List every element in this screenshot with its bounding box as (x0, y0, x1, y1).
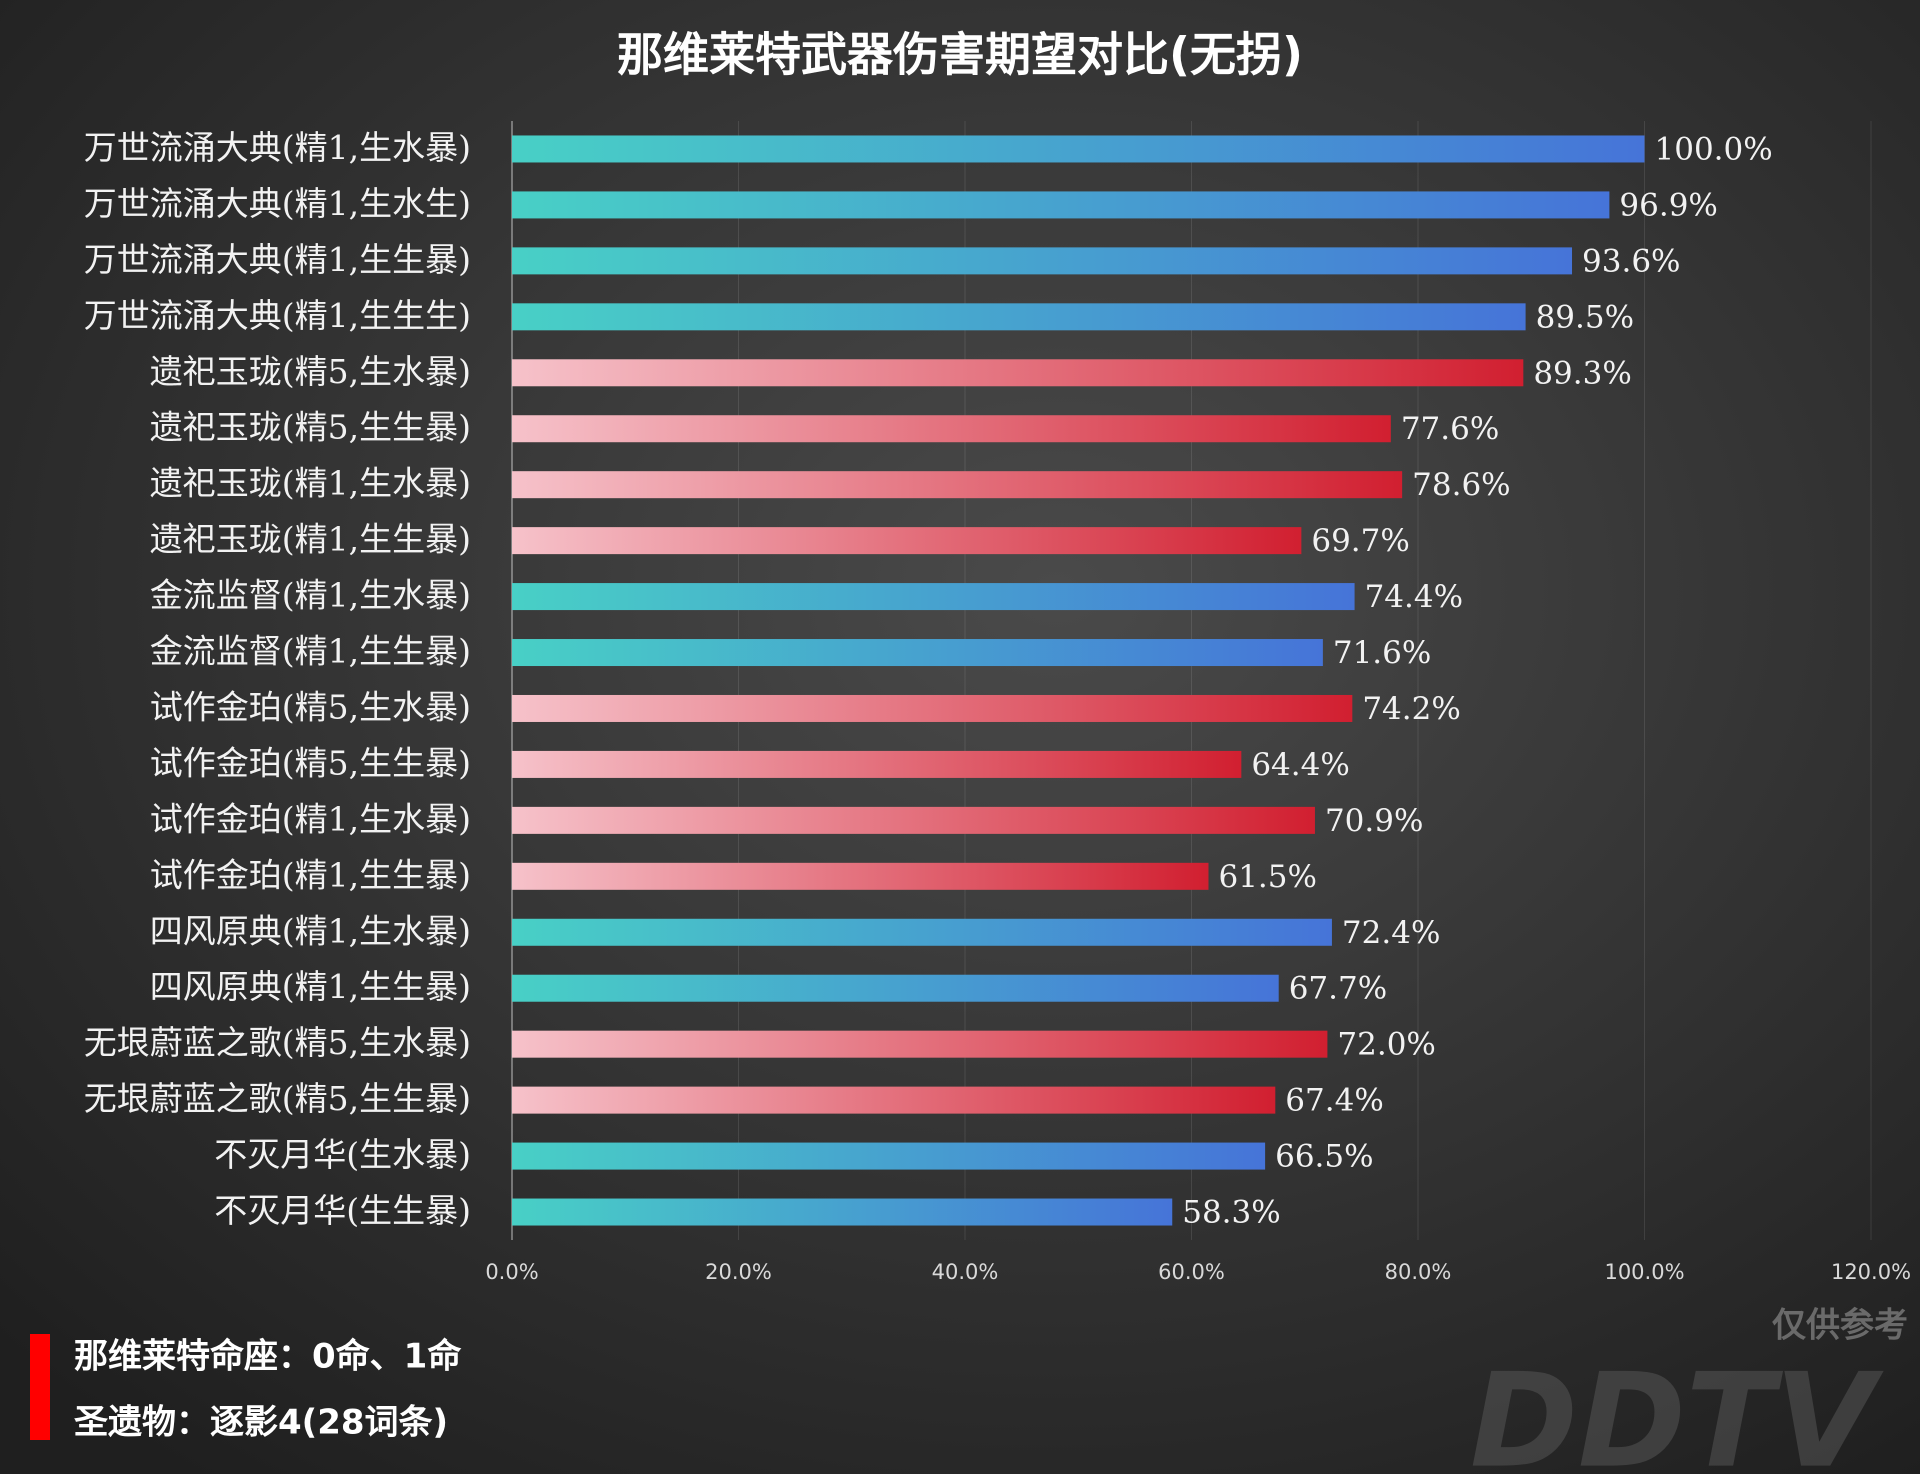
bar (512, 974, 1279, 1002)
y-tick-label: 金流监督(精1,生生暴) (150, 632, 471, 671)
value-label: 72.0% (1337, 1027, 1435, 1063)
bar (512, 806, 1315, 834)
y-tick-label: 试作金珀(精5,生水暴) (150, 687, 471, 726)
value-label: 67.7% (1289, 971, 1387, 1007)
value-label: 74.2% (1362, 691, 1460, 727)
x-tick-label: 40.0% (932, 1260, 999, 1284)
footer-text: 圣遗物：逐影4(28词条) (74, 1403, 448, 1443)
x-tick-label: 20.0% (705, 1260, 772, 1284)
bar (512, 135, 1645, 163)
value-label: 58.3% (1182, 1195, 1280, 1231)
x-tick-label: 0.0% (485, 1260, 538, 1284)
y-tick-label: 试作金珀(精1,生水暴) (150, 799, 471, 838)
bar (512, 1142, 1266, 1170)
y-tick-label: 金流监督(精1,生水暴) (150, 576, 471, 615)
watermark: DDTV (1470, 1345, 1884, 1474)
bar (512, 527, 1302, 555)
x-tick-label: 120.0% (1831, 1260, 1911, 1284)
value-label: 72.4% (1342, 915, 1440, 951)
x-tick-label: 60.0% (1158, 1260, 1225, 1284)
value-label: 100.0% (1655, 131, 1773, 167)
value-label: 70.9% (1325, 803, 1423, 839)
y-tick-label: 四风原典(精1,生生暴) (150, 967, 471, 1006)
y-tick-label: 遗祀玉珑(精1,生生暴) (150, 520, 471, 559)
watermark: 仅供参考 (1772, 1306, 1908, 1346)
x-tick-label: 100.0% (1604, 1260, 1684, 1284)
y-tick-label: 不灭月华(生水暴) (214, 1135, 471, 1174)
y-tick-label: 万世流涌大典(精1,生生生) (84, 296, 471, 335)
y-tick-label: 遗祀玉珑(精1,生水暴) (150, 464, 471, 503)
bar (512, 471, 1403, 499)
value-label: 64.4% (1251, 747, 1349, 783)
x-tick-label: 80.0% (1385, 1260, 1452, 1284)
bar (512, 1198, 1173, 1226)
bar (512, 247, 1573, 275)
bar (512, 750, 1242, 778)
bar (512, 639, 1323, 667)
bar (512, 694, 1353, 722)
y-tick-label: 万世流涌大典(精1,生生暴) (84, 240, 471, 279)
y-tick-label: 无垠蔚蓝之歌(精5,生生暴) (84, 1079, 471, 1118)
value-label: 69.7% (1311, 523, 1409, 559)
y-tick-label: 遗祀玉珑(精5,生水暴) (150, 352, 471, 391)
bar (512, 1030, 1328, 1058)
bar (512, 303, 1526, 331)
value-label: 93.6% (1582, 243, 1680, 279)
chart-title: 那维莱特武器伤害期望对比(无拐) (617, 28, 1303, 82)
footer-accent (30, 1334, 50, 1440)
bar (512, 191, 1610, 219)
y-tick-label: 试作金珀(精1,生生暴) (150, 855, 471, 894)
y-tick-label: 万世流涌大典(精1,生水暴) (84, 128, 471, 167)
value-label: 89.3% (1533, 355, 1631, 391)
y-tick-label: 万世流涌大典(精1,生水生) (84, 184, 471, 223)
bar (512, 862, 1209, 890)
value-label: 67.4% (1285, 1083, 1383, 1119)
y-tick-label: 遗祀玉珑(精5,生生暴) (150, 408, 471, 447)
value-label: 96.9% (1619, 187, 1717, 223)
y-tick-label: 四风原典(精1,生水暴) (150, 911, 471, 950)
bar (512, 1086, 1276, 1114)
bar (512, 359, 1524, 387)
footer-text: 那维莱特命座：0命、1命 (74, 1337, 461, 1377)
y-tick-label: 试作金珀(精5,生生暴) (150, 743, 471, 782)
y-tick-label: 无垠蔚蓝之歌(精5,生水暴) (84, 1023, 471, 1062)
value-label: 71.6% (1333, 635, 1431, 671)
value-label: 61.5% (1218, 859, 1316, 895)
value-label: 89.5% (1536, 299, 1634, 335)
value-label: 74.4% (1365, 579, 1463, 615)
bar (512, 918, 1332, 946)
value-label: 78.6% (1412, 467, 1510, 503)
value-label: 77.6% (1401, 411, 1499, 447)
bar (512, 583, 1355, 611)
bar (512, 415, 1391, 443)
y-tick-label: 不灭月华(生生暴) (214, 1191, 471, 1230)
value-label: 66.5% (1275, 1139, 1373, 1175)
